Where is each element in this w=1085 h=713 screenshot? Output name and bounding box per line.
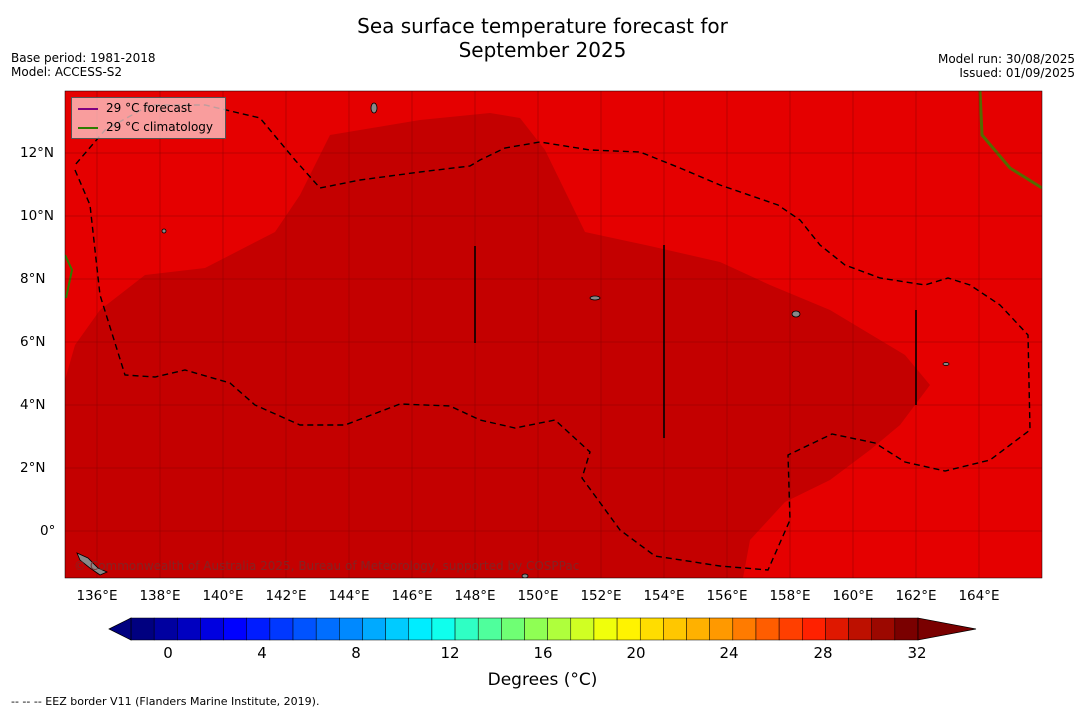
model-run-text: Model run: 30/08/2025 [937,52,1075,66]
colorbar-tick: 4 [257,644,267,662]
eez-footnote: -- -- -- EEZ border V11 (Flanders Marine… [11,695,320,708]
legend-climatology: 29 °C climatology [78,120,213,134]
model-text: Model: ACCESS-S2 [11,65,123,79]
forecast-line-swatch [78,107,98,110]
meta-left: Base period: 1981-2018 Model: ACCESS-S2 [11,51,156,79]
eez-border [74,104,1031,571]
title-line-1: Sea surface temperature forecast for [357,14,728,38]
colorbar-tick: 24 [719,644,739,662]
colorbar-tick: 0 [163,644,173,662]
meta-right: Model run: 30/08/2025 Issued: 01/09/2025 [938,52,1075,80]
lat-label: 6°N [20,334,46,350]
colorbar-tick: 28 [813,644,833,662]
lat-label: 12°N [20,145,55,161]
map-frame [64,90,1043,579]
lon-label: 160°E [832,588,874,604]
colorbar-tick: 20 [626,644,646,662]
lon-label: 140°E [202,588,244,604]
lon-label: 154°E [643,588,685,604]
legend-climatology-label: 29 °C climatology [106,120,214,134]
chart-title: Sea surface temperature forecast for Sep… [0,14,1085,62]
lon-label: 136°E [76,588,118,604]
lon-label: 164°E [958,588,1000,604]
grid-lines [65,91,1042,578]
map-legend: 29 °C forecast 29 °C climatology [71,97,226,139]
colorbar-tick: 16 [533,644,553,662]
lon-label: 146°E [391,588,433,604]
lon-label: 138°E [139,588,181,604]
lon-label: 150°E [517,588,559,604]
issued-text: Issued: 01/09/2025 [959,66,1075,80]
legend-forecast-label: 29 °C forecast [106,101,192,115]
lat-label: 4°N [20,397,46,413]
lon-label: 152°E [580,588,622,604]
lon-label: 162°E [895,588,937,604]
lon-label: 142°E [265,588,307,604]
greenland-coast-edge [65,254,74,299]
title-line-2: September 2025 [458,38,627,62]
colorbar-tick: 8 [351,644,361,662]
colorbar-label: Degrees (°C) [487,670,598,690]
vertical-marks [474,245,917,438]
colorbar-tick: 32 [907,644,927,662]
copyright-watermark: © Commonwealth of Australia 2025, Bureau… [74,559,580,573]
lat-label: 8°N [20,271,46,287]
lat-label: 0° [40,523,56,539]
warmer-ocean-region [65,113,930,578]
legend-forecast: 29 °C forecast [78,101,192,115]
climatology-contour [978,91,1042,190]
lon-label: 158°E [769,588,811,604]
colorbar-tick: 12 [440,644,460,662]
islands [76,102,950,578]
base-period-text: Base period: 1981-2018 [11,51,156,65]
lon-label: 156°E [706,588,748,604]
lat-label: 10°N [20,208,55,224]
lon-label: 144°E [328,588,370,604]
lat-label: 2°N [20,460,46,476]
lon-label: 148°E [454,588,496,604]
climatology-line-swatch [78,126,98,129]
